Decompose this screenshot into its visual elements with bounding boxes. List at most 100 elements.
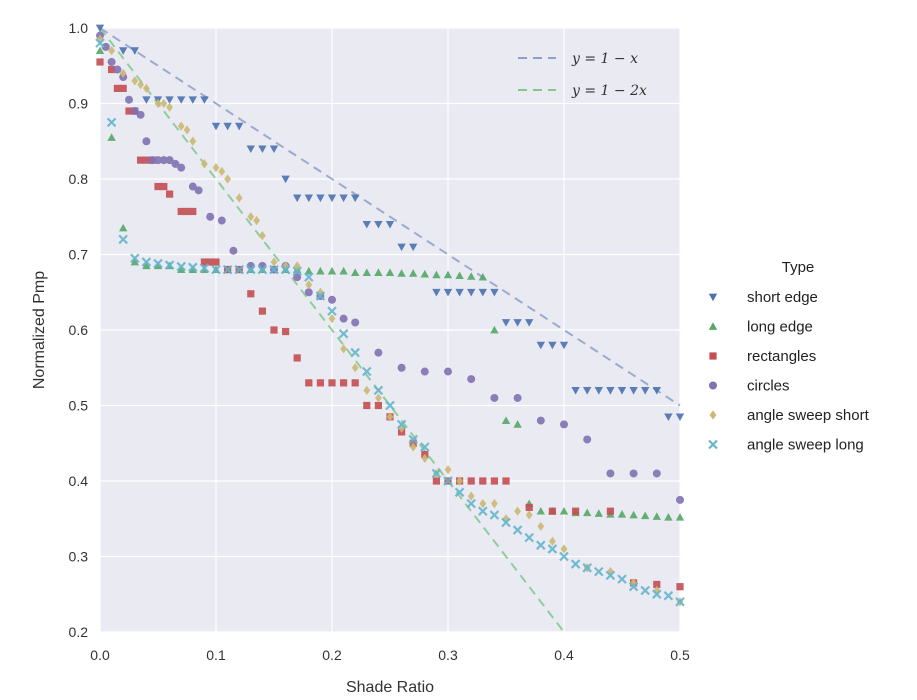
data-point xyxy=(224,174,231,184)
data-point xyxy=(676,495,684,504)
legend-label: circles xyxy=(747,378,790,395)
data-point xyxy=(663,590,674,601)
x-tick-label: 0.0 xyxy=(90,647,110,663)
data-point xyxy=(164,260,175,270)
data-point xyxy=(338,328,349,339)
data-point xyxy=(119,84,127,92)
data-point xyxy=(351,268,360,276)
data-point xyxy=(96,58,104,66)
data-point xyxy=(375,393,382,403)
data-point xyxy=(350,347,360,358)
data-point xyxy=(385,220,395,229)
x-tick-label: 0.1 xyxy=(206,647,226,663)
data-point xyxy=(444,465,452,475)
data-point xyxy=(454,487,465,498)
data-point xyxy=(339,266,348,275)
series-short-edge xyxy=(95,24,685,422)
data-point xyxy=(374,220,383,229)
data-point xyxy=(675,413,685,422)
data-point xyxy=(142,137,151,146)
data-point xyxy=(159,156,168,165)
data-point xyxy=(456,476,463,486)
legend-label: angle sweep long xyxy=(747,437,864,454)
data-point xyxy=(211,264,221,275)
data-point xyxy=(166,102,173,112)
data-point xyxy=(524,532,534,543)
data-point xyxy=(328,314,336,324)
data-point xyxy=(95,38,105,48)
data-point xyxy=(188,182,197,191)
data-point xyxy=(455,271,464,279)
data-point xyxy=(606,387,615,395)
data-point xyxy=(652,469,661,478)
data-point xyxy=(421,453,429,463)
data-point xyxy=(629,387,638,395)
data-point xyxy=(467,491,475,501)
data-point xyxy=(443,288,453,297)
data-point xyxy=(525,319,534,327)
data-point xyxy=(501,416,511,424)
data-point xyxy=(160,98,168,109)
data-point xyxy=(108,46,115,56)
data-point xyxy=(340,344,347,354)
data-point xyxy=(490,288,499,297)
data-point xyxy=(200,258,208,266)
data-point xyxy=(420,269,429,278)
data-point xyxy=(386,412,394,422)
data-point xyxy=(258,145,267,153)
reference-legend-label: y = 1 − x xyxy=(571,51,638,67)
data-point xyxy=(327,306,337,316)
data-point xyxy=(142,156,150,164)
data-point xyxy=(362,268,371,276)
data-point xyxy=(153,261,163,270)
data-point xyxy=(340,379,348,387)
data-point xyxy=(467,477,475,485)
data-point xyxy=(582,563,592,573)
data-point xyxy=(125,107,133,115)
data-point xyxy=(130,257,139,266)
data-point xyxy=(328,295,336,304)
data-point xyxy=(501,517,511,528)
data-point xyxy=(617,574,627,584)
data-point xyxy=(101,42,110,51)
legend-marker xyxy=(709,410,717,420)
data-point xyxy=(409,442,417,452)
data-point xyxy=(536,540,546,550)
data-point xyxy=(177,265,186,273)
data-point xyxy=(218,166,226,177)
data-point xyxy=(513,420,522,428)
data-point xyxy=(165,156,174,165)
data-point xyxy=(397,363,406,372)
data-point xyxy=(188,265,197,273)
y-tick-label: 0.6 xyxy=(69,322,89,338)
data-point xyxy=(281,175,290,184)
data-point xyxy=(200,96,209,104)
y-tick-label: 0.9 xyxy=(69,96,89,112)
data-point xyxy=(136,110,145,119)
data-point xyxy=(270,257,278,267)
data-point xyxy=(201,159,208,169)
data-point xyxy=(374,401,382,410)
data-point xyxy=(183,125,191,135)
data-point xyxy=(606,507,614,515)
data-point xyxy=(246,264,256,275)
x-tick-label: 0.4 xyxy=(554,647,574,663)
data-point xyxy=(177,207,185,216)
data-point xyxy=(443,270,453,279)
data-point xyxy=(258,307,266,315)
data-point xyxy=(572,507,580,515)
data-point xyxy=(594,387,603,395)
reference-line-2 xyxy=(99,27,565,633)
data-point xyxy=(246,145,255,153)
data-point xyxy=(235,122,244,131)
data-point xyxy=(641,511,650,520)
data-point xyxy=(257,264,268,275)
data-point xyxy=(583,435,592,444)
data-point xyxy=(106,117,117,128)
data-point xyxy=(397,243,406,252)
data-point xyxy=(628,581,639,592)
data-point xyxy=(652,589,662,600)
data-point xyxy=(362,220,371,229)
data-point xyxy=(269,264,279,275)
